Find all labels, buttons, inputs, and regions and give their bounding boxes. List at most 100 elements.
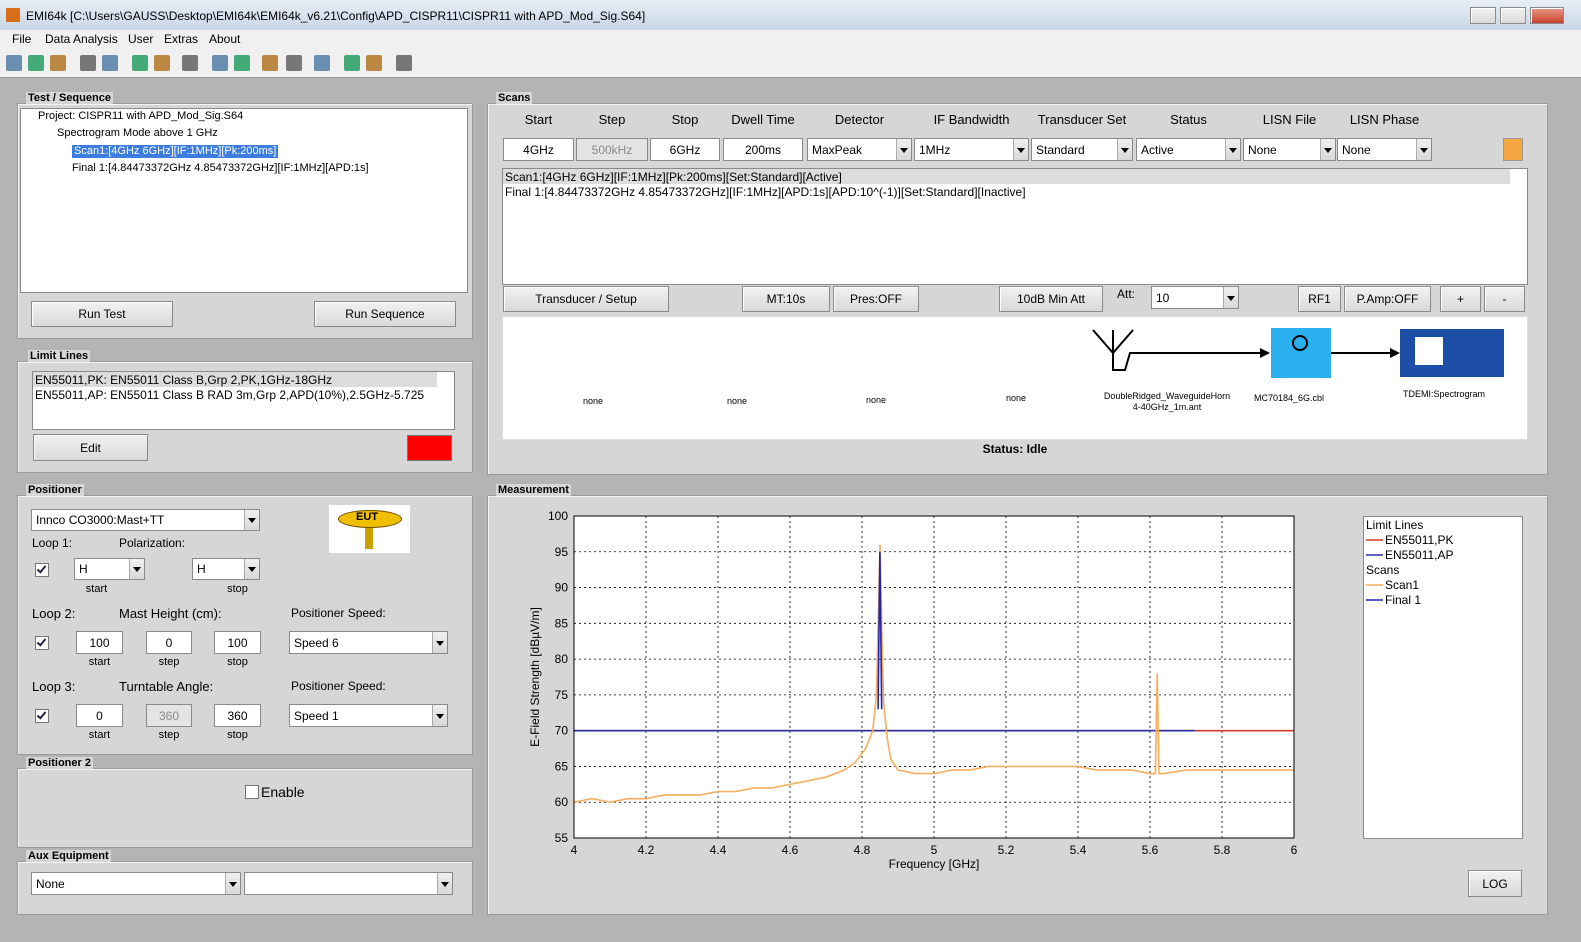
select[interactable]: None [1243, 138, 1336, 161]
close[interactable] [1530, 7, 1564, 24]
select[interactable]: 1MHz [914, 138, 1029, 161]
button[interactable]: RF1 [1298, 286, 1341, 312]
list-item[interactable]: EN55011,AP: EN55011 Class B RAD 3m,Grp 2… [35, 388, 425, 402]
toolbar-button[interactable] [80, 55, 96, 71]
toolbar-button[interactable] [154, 55, 170, 71]
text-field[interactable]: 0 [146, 631, 192, 654]
toolbar-button[interactable] [344, 55, 360, 71]
toolbar-button[interactable] [28, 55, 44, 71]
checkbox-label[interactable]: Enable [261, 784, 305, 800]
list-item[interactable]: EN55011,PK: EN55011 Class B,Grp 2,PK,1GH… [35, 373, 333, 387]
text-field[interactable]: 4GHz [503, 138, 574, 161]
list-item[interactable]: Scan1:[4GHz 6GHz][IF:1MHz][Pk:200ms][Set… [505, 170, 842, 184]
button[interactable]: Run Sequence [314, 301, 456, 327]
toolbar-button[interactable] [286, 55, 302, 71]
select[interactable]: MaxPeak [807, 138, 912, 161]
menu-item[interactable]: Extras [164, 32, 199, 46]
text-field[interactable]: 360 [146, 704, 192, 727]
column-header: IF Bandwidth [933, 112, 1010, 127]
text-field[interactable]: 360 [214, 704, 261, 727]
button[interactable]: P.Amp:OFF [1344, 286, 1431, 312]
panel-title: Aux Equipment [26, 850, 111, 862]
toolbar-button[interactable] [102, 55, 118, 71]
menu-item[interactable]: User [128, 32, 154, 46]
tree-item[interactable]: Spectrogram Mode above 1 GHz [57, 127, 218, 139]
menu-item[interactable]: Data Analysis [45, 32, 118, 46]
toolbar-button[interactable] [132, 55, 148, 71]
scan-color[interactable] [1503, 138, 1523, 161]
x-tick-label: 6 [1291, 843, 1298, 857]
select[interactable]: Speed 1 [289, 704, 448, 727]
button[interactable]: + [1440, 286, 1481, 312]
y-tick-label: 65 [555, 759, 569, 773]
eut-disc [338, 510, 402, 528]
select[interactable]: None [31, 872, 241, 895]
toolbar-button[interactable] [50, 55, 66, 71]
caption: step [158, 729, 180, 741]
toolbar-button[interactable] [212, 55, 228, 71]
label: Mast Height (cm): [119, 606, 222, 621]
button[interactable]: Transducer / Setup [503, 286, 669, 312]
text-field[interactable]: 500kHz [576, 138, 648, 161]
button[interactable]: Pres:OFF [833, 286, 919, 312]
select[interactable]: None [1337, 138, 1432, 161]
text-field[interactable]: 100 [214, 631, 261, 654]
select[interactable]: Speed 6 [289, 631, 448, 654]
toolbar-button[interactable] [396, 55, 412, 71]
select[interactable]: Active [1136, 138, 1241, 161]
select[interactable]: H [192, 558, 260, 580]
legend-entry: Final 1 [1385, 593, 1421, 607]
plot-frame [573, 515, 1295, 839]
menu-item[interactable]: File [12, 32, 32, 46]
text-field[interactable]: 200ms [723, 138, 803, 161]
x-axis-label: Frequency [GHz] [889, 857, 980, 871]
y-tick-label: 70 [555, 724, 569, 738]
x-tick-label: 5 [931, 843, 938, 857]
maximize[interactable] [1500, 7, 1526, 24]
text-field[interactable]: 6GHz [650, 138, 720, 161]
button[interactable]: - [1484, 286, 1525, 312]
toolbar-button[interactable] [262, 55, 278, 71]
tree-item[interactable]: Project: CISPR11 with APD_Mod_Sig.S64 [38, 110, 244, 122]
panel-title: Limit Lines [28, 350, 91, 362]
checkbox[interactable] [35, 563, 49, 577]
text-field[interactable]: 100 [76, 631, 123, 654]
label: Turntable Angle: [119, 679, 214, 694]
list-item[interactable]: Final 1:[4.84473372GHz 4.85473372GHz][IF… [505, 185, 1026, 199]
button[interactable]: MT:10s [742, 286, 830, 312]
y-tick-label: 75 [555, 688, 569, 702]
select[interactable]: Standard [1031, 138, 1133, 161]
toolbar-button[interactable] [6, 55, 22, 71]
menu-item[interactable]: About [209, 32, 241, 46]
select[interactable] [244, 872, 453, 895]
select[interactable]: 10 [1151, 286, 1239, 309]
chain-label: TDEMI:Spectrogram [1402, 389, 1486, 399]
panel-title: Positioner [26, 484, 84, 496]
chain-label: none [1005, 393, 1027, 403]
legend-entry: EN55011,AP [1385, 548, 1454, 562]
toolbar-button[interactable] [234, 55, 250, 71]
column-header: Start [524, 112, 553, 127]
checkbox[interactable] [245, 785, 259, 799]
toolbar-button[interactable] [314, 55, 330, 71]
button[interactable]: 10dB Min Att [999, 286, 1103, 312]
column-header: Status [1170, 112, 1207, 127]
button[interactable]: Edit [33, 434, 148, 461]
tree-item[interactable]: Scan1:[4GHz 6GHz][IF:1MHz][Pk:200ms] [72, 145, 279, 158]
select[interactable]: Innco CO3000:Mast+TT [31, 509, 260, 531]
y-tick-label: 55 [555, 831, 569, 845]
toolbar-button[interactable] [366, 55, 382, 71]
toolbar-button[interactable] [182, 55, 198, 71]
status-label: Status: Idle [982, 442, 1048, 456]
limit-color[interactable] [407, 435, 452, 461]
checkbox[interactable] [35, 709, 49, 723]
tree-item[interactable]: Final 1:[4.84473372GHz 4.85473372GHz][IF… [72, 162, 369, 174]
text-field[interactable]: 0 [76, 704, 123, 727]
minimize[interactable] [1470, 7, 1496, 24]
select[interactable]: H [74, 558, 145, 580]
checkbox[interactable] [35, 636, 49, 650]
button[interactable]: LOG [1468, 870, 1522, 897]
label: Att: [1117, 287, 1136, 301]
x-tick-label: 4 [571, 843, 578, 857]
button[interactable]: Run Test [31, 301, 173, 327]
